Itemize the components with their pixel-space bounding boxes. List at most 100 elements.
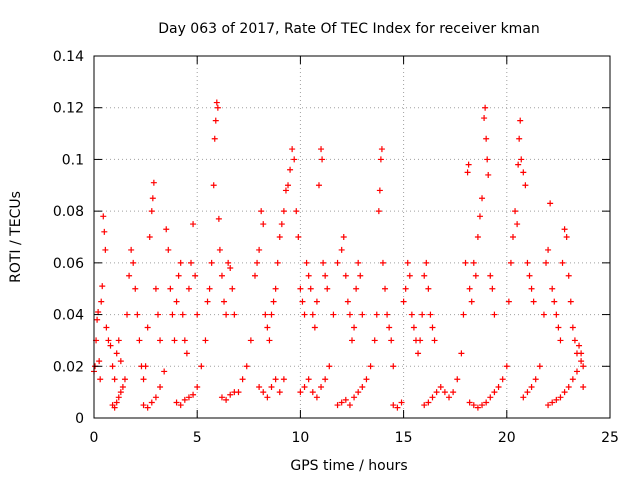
- data-point: [419, 311, 426, 318]
- data-point: [319, 156, 326, 163]
- x-axis-label: GPS time / hours: [290, 458, 407, 474]
- data-point: [117, 389, 124, 396]
- data-point: [113, 350, 120, 357]
- data-point: [379, 259, 386, 266]
- y-tick-label: 0.1: [62, 152, 84, 168]
- data-point: [483, 399, 490, 406]
- data-point: [185, 394, 192, 401]
- data-point: [465, 161, 472, 168]
- data-point: [111, 376, 118, 383]
- data-point: [512, 208, 519, 215]
- data-point: [243, 363, 250, 370]
- data-point: [543, 259, 550, 266]
- data-point: [520, 169, 527, 176]
- data-point: [524, 389, 531, 396]
- data-point: [410, 324, 417, 331]
- data-point: [470, 402, 477, 409]
- data-point: [578, 350, 585, 357]
- data-point: [190, 221, 197, 228]
- data-point: [322, 376, 329, 383]
- x-tick-label: 20: [498, 430, 516, 446]
- data-point: [547, 200, 554, 207]
- data-point: [363, 376, 370, 383]
- data-point: [173, 399, 180, 406]
- data-point: [227, 391, 234, 398]
- data-point: [402, 285, 409, 292]
- data-point: [128, 246, 135, 253]
- data-point: [482, 104, 489, 111]
- data-point: [231, 311, 238, 318]
- data-point: [359, 383, 366, 390]
- data-point: [514, 221, 521, 228]
- data-point: [384, 311, 391, 318]
- data-point: [276, 234, 283, 240]
- data-point: [481, 115, 488, 122]
- data-point: [483, 135, 490, 142]
- data-point: [386, 324, 393, 331]
- data-point: [146, 234, 153, 240]
- data-point: [305, 376, 312, 383]
- data-point: [258, 208, 265, 215]
- y-tick-label: 0.04: [53, 308, 84, 324]
- data-point: [565, 383, 572, 390]
- data-point: [342, 396, 349, 403]
- data-point: [194, 383, 201, 390]
- data-point: [563, 234, 570, 240]
- data-point: [376, 187, 383, 194]
- data-point: [394, 404, 401, 411]
- data-point: [536, 363, 543, 370]
- data-point: [433, 389, 440, 396]
- data-point: [524, 259, 531, 266]
- data-point: [101, 228, 108, 235]
- plot-frame: [93, 55, 611, 419]
- data-point: [528, 285, 535, 292]
- data-point: [472, 272, 479, 279]
- data-point: [96, 358, 103, 365]
- data-point: [466, 285, 473, 292]
- data-point: [313, 394, 320, 401]
- data-point: [227, 265, 234, 272]
- data-point: [503, 363, 510, 370]
- data-point: [441, 389, 448, 396]
- data-point: [97, 376, 104, 383]
- data-point: [266, 337, 273, 344]
- data-point: [254, 259, 261, 266]
- data-point: [115, 337, 122, 344]
- data-point: [202, 337, 209, 344]
- data-point: [515, 161, 522, 168]
- data-point: [223, 396, 230, 403]
- y-tick-label: 0.12: [53, 101, 84, 117]
- data-point: [216, 246, 223, 253]
- data-point: [324, 285, 331, 292]
- data-point: [272, 285, 279, 292]
- data-point: [509, 234, 516, 240]
- data-point: [264, 394, 271, 401]
- data-point: [235, 389, 242, 396]
- data-point: [408, 311, 415, 318]
- data-point: [218, 272, 225, 279]
- chart-title: Day 063 of 2017, Rate Of TEC Index for r…: [158, 21, 540, 37]
- data-point: [215, 215, 222, 222]
- data-point: [270, 298, 277, 305]
- data-point: [491, 311, 498, 318]
- data-point: [140, 402, 147, 409]
- data-point: [468, 298, 475, 305]
- data-point: [346, 311, 353, 318]
- data-point: [466, 399, 473, 406]
- grid-lines: [94, 56, 610, 418]
- data-point: [119, 383, 126, 390]
- data-point: [507, 259, 514, 266]
- data-point: [551, 298, 558, 305]
- data-point: [274, 259, 281, 266]
- data-point: [239, 376, 246, 383]
- data-point: [580, 363, 587, 370]
- data-point: [330, 311, 337, 318]
- data-point: [460, 311, 467, 318]
- data-point: [181, 337, 188, 344]
- data-point: [516, 135, 523, 142]
- data-point: [353, 285, 360, 292]
- data-point: [565, 272, 572, 279]
- data-point: [474, 404, 481, 411]
- data-point: [95, 308, 102, 315]
- data-point: [177, 259, 184, 266]
